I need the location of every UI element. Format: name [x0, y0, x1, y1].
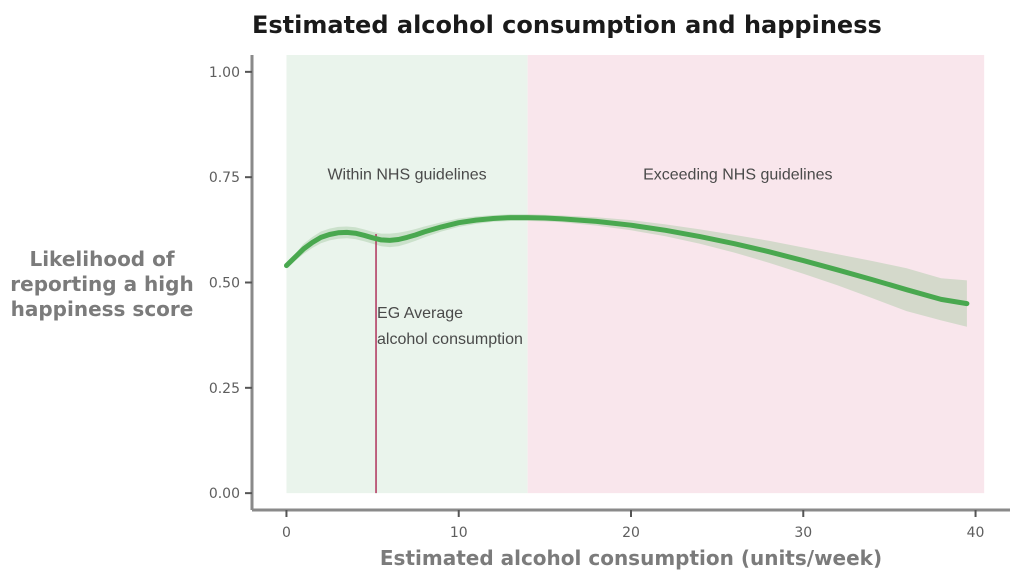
- x-tick-label: 10: [450, 525, 468, 541]
- y-tick-label: 0.75: [209, 170, 240, 186]
- region-within: [286, 55, 528, 494]
- chart-title: Estimated alcohol consumption and happin…: [252, 11, 882, 39]
- y-axis-title-line-2: reporting a high: [10, 272, 193, 296]
- y-tick-label: 1.00: [209, 65, 240, 81]
- x-axis-title: Estimated alcohol consumption (units/wee…: [380, 546, 882, 570]
- y-tick-label: 0.50: [209, 276, 240, 292]
- y-axis-title-line-1: Likelihood of: [29, 247, 174, 271]
- x-tick-label: 0: [282, 525, 291, 541]
- y-tick-label: 0.25: [209, 381, 240, 397]
- x-tick-label: 20: [622, 525, 640, 541]
- region-label-within: Within NHS guidelines: [327, 166, 486, 183]
- y-axis-title-line-3: happiness score: [11, 297, 194, 321]
- x-tick-label: 30: [794, 525, 812, 541]
- average-consumption-label-1: EG Average: [377, 305, 463, 322]
- region-label-exceeding: Exceeding NHS guidelines: [643, 166, 832, 183]
- average-consumption-label-2: alcohol consumption: [377, 331, 523, 348]
- x-tick-label: 40: [967, 525, 985, 541]
- series-line-0: [284, 215, 970, 307]
- region-exceeding: [527, 55, 985, 494]
- y-tick-label: 0.00: [209, 486, 240, 502]
